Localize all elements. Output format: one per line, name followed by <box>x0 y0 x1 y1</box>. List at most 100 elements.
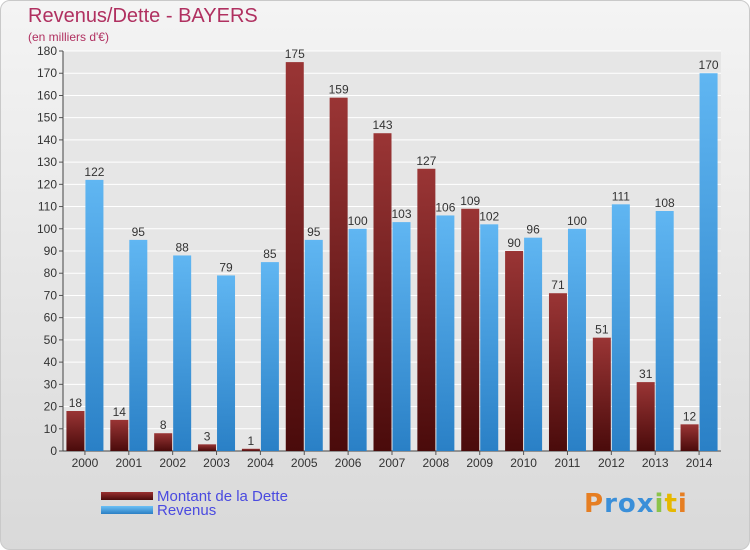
y-tick-label: 90 <box>44 244 58 258</box>
bar-debt <box>198 444 217 451</box>
data-label-debt: 159 <box>329 83 349 97</box>
bar-debt <box>66 411 85 451</box>
bar-revenue <box>260 262 279 451</box>
y-tick-label: 120 <box>37 177 57 191</box>
bar-revenue <box>436 215 455 451</box>
x-tick-label: 2013 <box>642 456 669 470</box>
data-label-debt: 1 <box>248 434 255 448</box>
y-tick-label: 100 <box>37 222 57 236</box>
legend-item-debt: Montant de la Dette <box>101 487 288 505</box>
bar-revenue <box>85 179 104 451</box>
legend-label-revenue: Revenus <box>157 501 217 519</box>
data-label-debt: 109 <box>460 194 480 208</box>
y-tick-label: 10 <box>44 422 58 436</box>
bar-revenue <box>480 224 499 451</box>
x-tick-label: 2004 <box>247 456 274 470</box>
y-tick-label: 70 <box>44 288 58 302</box>
bar-debt <box>154 433 173 451</box>
bar-debt <box>241 448 260 451</box>
logo-letter: x <box>636 489 655 519</box>
data-label-revenue: 170 <box>699 58 719 72</box>
y-tick-label: 160 <box>37 88 57 102</box>
bar-debt <box>285 62 304 451</box>
y-tick-label: 30 <box>44 377 58 391</box>
y-tick-label: 110 <box>38 200 57 214</box>
data-label-debt: 12 <box>683 409 697 423</box>
data-label-revenue: 95 <box>307 225 321 239</box>
data-label-debt: 175 <box>285 47 305 61</box>
legend-item-revenue: Revenus <box>101 501 217 519</box>
data-label-revenue: 106 <box>435 200 455 214</box>
bar-debt <box>548 293 567 451</box>
data-label-revenue: 100 <box>348 214 368 228</box>
x-tick-label: 2009 <box>466 456 493 470</box>
bar-debt <box>373 133 392 451</box>
data-label-debt: 14 <box>113 405 127 419</box>
legend-label-debt: Montant de la Dette <box>157 487 288 505</box>
y-tick-label: 60 <box>44 311 58 325</box>
bar-debt <box>461 208 480 451</box>
data-label-revenue: 100 <box>567 214 587 228</box>
bar-debt <box>329 97 348 452</box>
x-tick-label: 2010 <box>510 456 537 470</box>
x-tick-label: 2001 <box>115 456 142 470</box>
data-label-debt: 127 <box>416 154 436 168</box>
data-label-debt: 90 <box>507 236 521 250</box>
data-label-revenue: 102 <box>479 209 499 223</box>
data-label-revenue: 96 <box>526 223 540 237</box>
bar-debt <box>417 168 436 451</box>
x-tick-label: 2012 <box>598 456 625 470</box>
data-label-debt: 143 <box>372 118 392 132</box>
y-tick-label: 180 <box>37 44 57 58</box>
bar-revenue <box>348 228 367 451</box>
data-label-revenue: 122 <box>84 165 104 179</box>
x-tick-label: 2000 <box>72 456 99 470</box>
y-tick-label: 40 <box>44 355 58 369</box>
x-tick-label: 2014 <box>686 456 713 470</box>
bar-revenue <box>392 222 411 451</box>
y-tick-label: 20 <box>44 400 58 414</box>
bar-revenue <box>699 73 718 451</box>
logo-letter: i <box>654 489 665 519</box>
y-tick-label: 80 <box>44 266 58 280</box>
y-tick-label: 150 <box>37 111 57 125</box>
logo-letter: P <box>584 489 605 519</box>
x-tick-label: 2005 <box>291 456 318 470</box>
data-label-revenue: 111 <box>612 189 631 203</box>
data-label-revenue: 88 <box>175 240 189 254</box>
bar-revenue <box>567 228 586 451</box>
data-label-debt: 31 <box>639 367 653 381</box>
data-label-revenue: 103 <box>391 207 411 221</box>
bar-revenue <box>304 239 323 451</box>
x-tick-label: 2003 <box>203 456 230 470</box>
data-label-debt: 18 <box>69 396 83 410</box>
bar-revenue <box>611 204 630 451</box>
data-label-debt: 8 <box>160 418 167 432</box>
logo-letter: i <box>677 489 688 519</box>
bar-debt <box>592 337 611 451</box>
y-tick-label: 50 <box>44 333 58 347</box>
y-tick-label: 130 <box>37 155 57 169</box>
data-label-debt: 51 <box>595 323 609 337</box>
data-label-debt: 71 <box>551 278 565 292</box>
x-tick-label: 2008 <box>423 456 450 470</box>
bar-debt <box>680 424 699 451</box>
data-label-revenue: 79 <box>219 260 233 274</box>
chart-subtitle: (en milliers d'€) <box>28 30 109 44</box>
bar-revenue <box>217 275 236 451</box>
proxiti-logo: Proxiti <box>584 489 688 519</box>
x-tick-label: 2011 <box>555 456 581 470</box>
bar-revenue <box>524 237 543 451</box>
data-label-debt: 3 <box>204 429 211 443</box>
legend-swatch-debt <box>101 492 153 500</box>
x-tick-label: 2007 <box>379 456 406 470</box>
logo-letter: t <box>664 489 678 519</box>
y-tick-label: 170 <box>37 66 57 80</box>
data-label-revenue: 85 <box>263 247 277 261</box>
data-label-revenue: 95 <box>132 225 146 239</box>
bar-debt <box>110 419 129 451</box>
bar-revenue <box>655 211 674 451</box>
x-tick-label: 2006 <box>335 456 362 470</box>
y-tick-label: 0 <box>50 444 57 458</box>
